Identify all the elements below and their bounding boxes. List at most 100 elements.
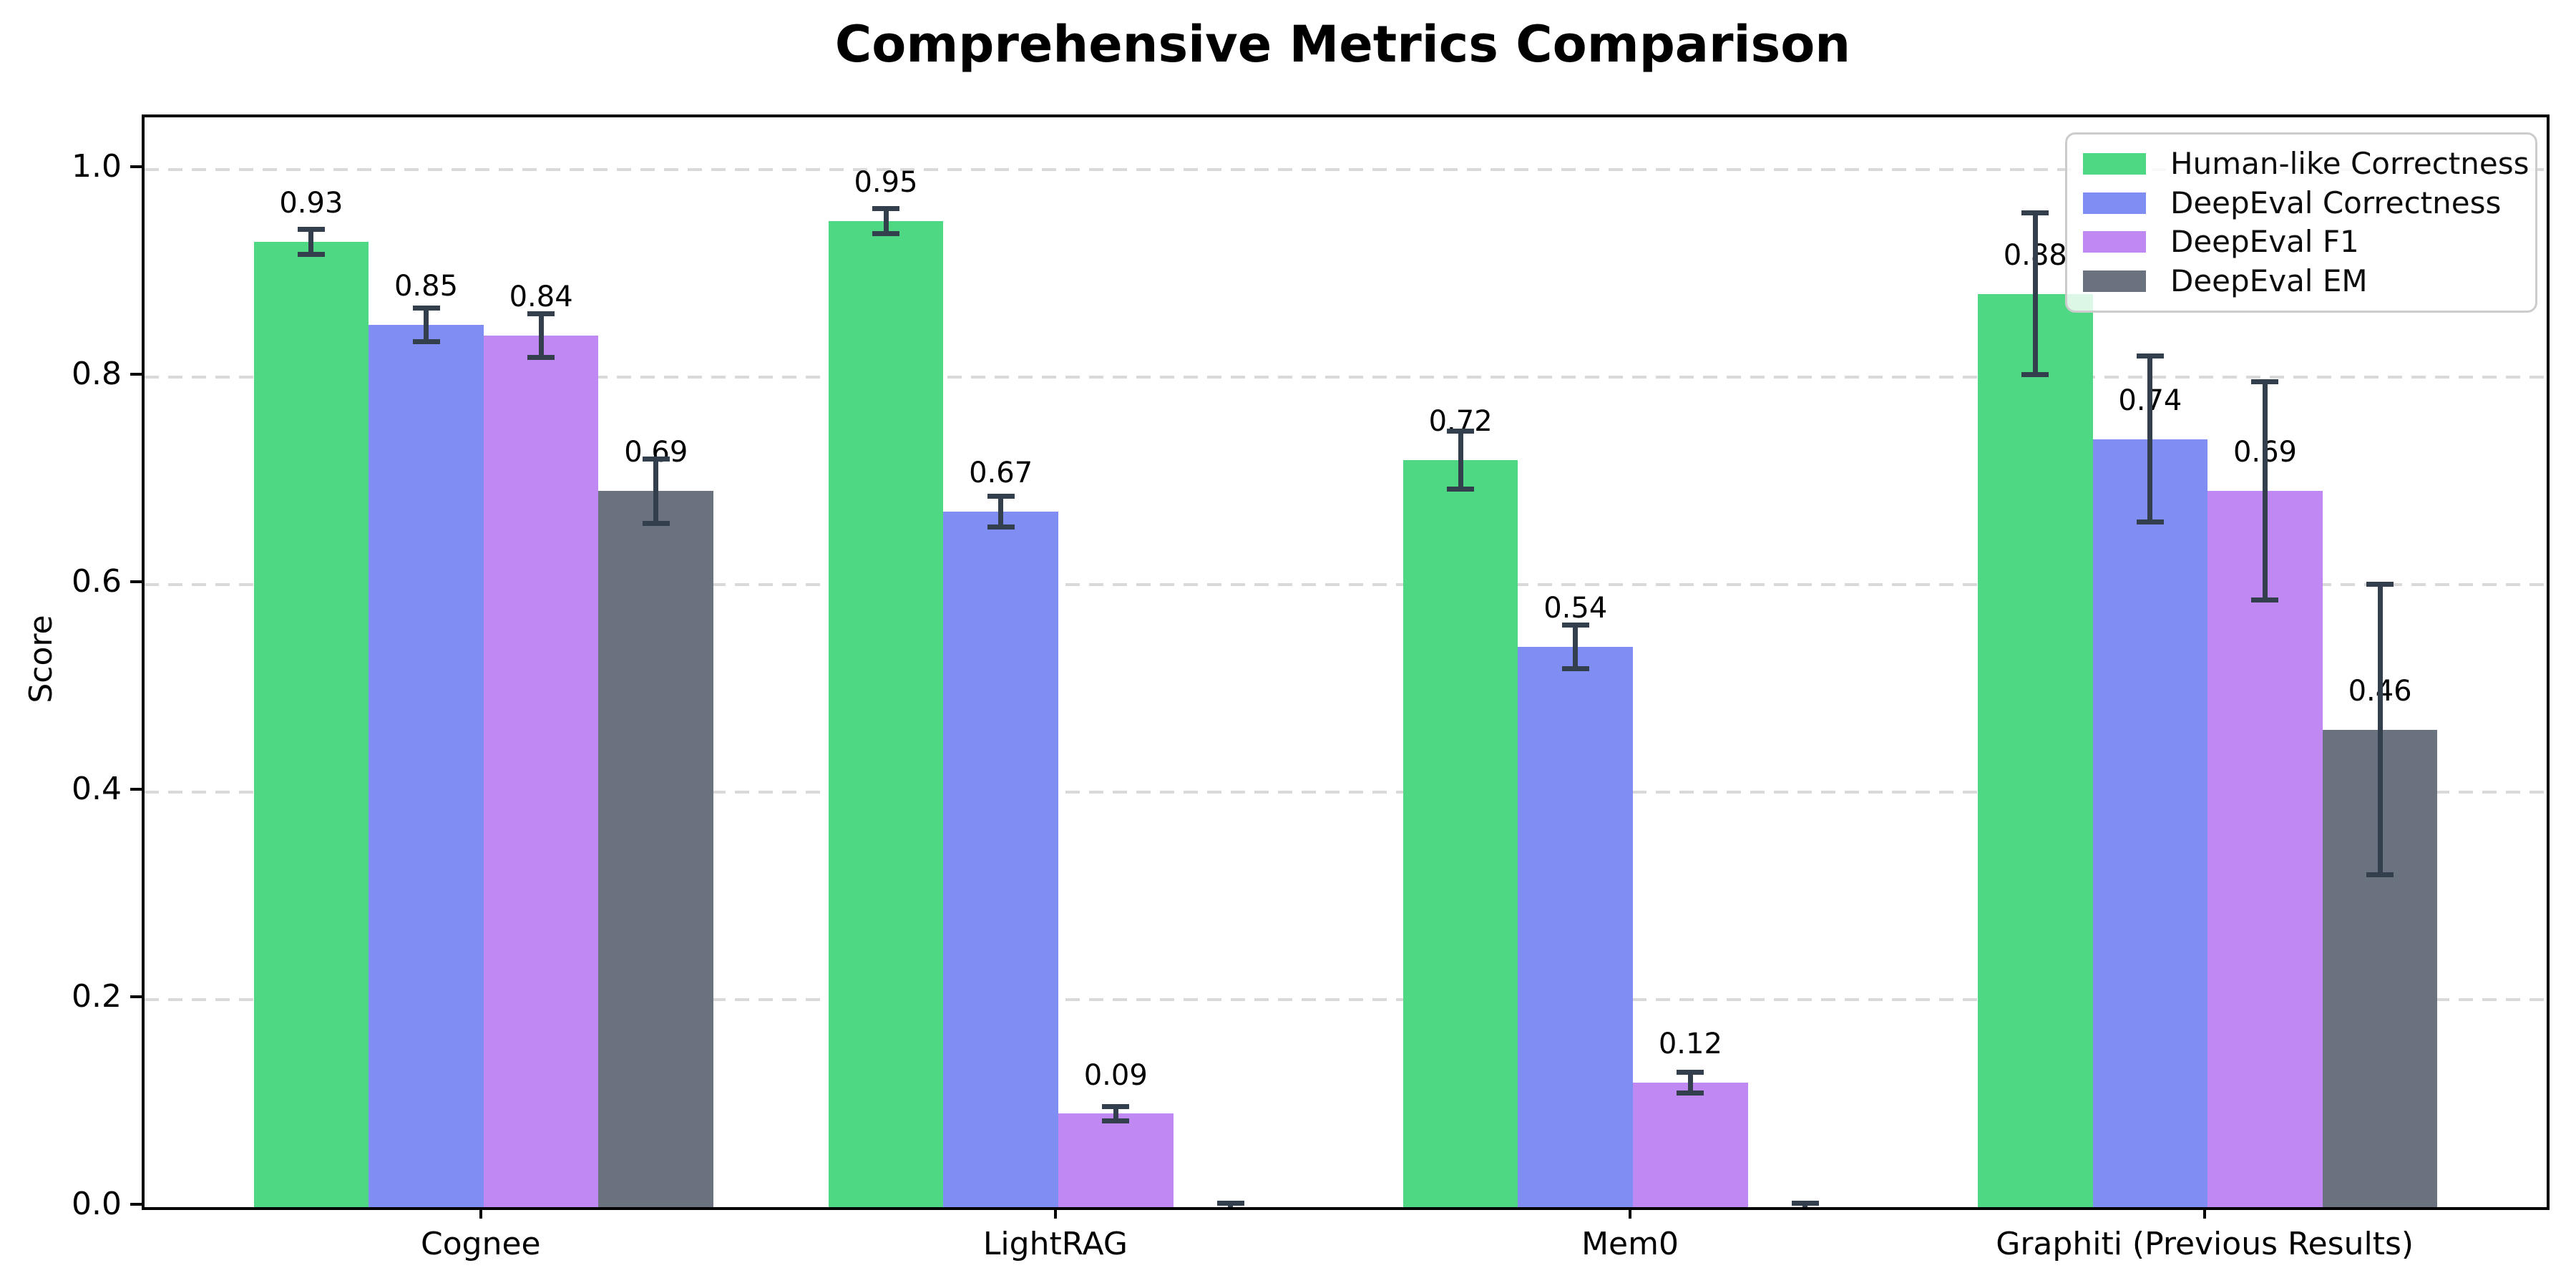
error-bar-cap-bottom — [1677, 1090, 1704, 1096]
error-bar-cap-bottom — [527, 354, 555, 360]
x-tick-label: Cognee — [421, 1226, 541, 1262]
gridline — [145, 582, 2547, 586]
bar — [1977, 293, 2093, 1207]
error-bar-cap-top — [1447, 428, 1475, 434]
y-tick-mark — [130, 995, 142, 998]
gridline — [145, 167, 2547, 171]
bar-value-label: 0.95 — [854, 166, 918, 200]
y-tick-label: 0.8 — [72, 355, 122, 392]
bar — [1058, 1113, 1174, 1207]
x-tick-label: Mem0 — [1581, 1226, 1679, 1262]
error-bar — [1687, 1072, 1693, 1093]
y-tick-mark — [130, 580, 142, 583]
legend-swatch — [2083, 192, 2146, 214]
error-bar-cap-bottom — [2251, 597, 2279, 602]
error-bar-cap-bottom — [297, 251, 325, 257]
error-bar-cap-bottom — [1102, 1118, 1130, 1124]
y-tick-label: 0.0 — [72, 1186, 122, 1222]
error-bar-cap-bottom — [1447, 486, 1475, 492]
error-bar-cap-bottom — [2136, 519, 2164, 525]
error-bar — [2262, 381, 2268, 600]
bar — [483, 335, 599, 1207]
error-bar-cap-bottom — [2366, 872, 2394, 878]
error-bar-cap-top — [527, 311, 555, 316]
bar-value-label: 0.85 — [394, 270, 459, 303]
bar-value-label: 0.12 — [1658, 1028, 1722, 1061]
legend-item: Human-like Correctness — [2083, 146, 2529, 182]
error-bar-cap-top — [412, 306, 440, 311]
error-bar-cap-top — [297, 227, 325, 233]
y-tick-mark — [130, 165, 142, 168]
bar — [1402, 459, 1518, 1207]
error-bar-cap-top — [2136, 353, 2164, 359]
legend-label: DeepEval EM — [2170, 263, 2368, 298]
bar-value-label: 0.54 — [1543, 591, 1608, 625]
error-bar-cap-top — [2366, 582, 2394, 587]
x-tick-label: Graphiti (Previous Results) — [1996, 1226, 2414, 1262]
error-bar — [538, 313, 544, 358]
y-tick-label: 0.2 — [72, 977, 122, 1015]
bar — [1518, 646, 1634, 1207]
legend-item: DeepEval Correctness — [2083, 185, 2519, 221]
bar — [598, 491, 714, 1207]
error-bar-cap-bottom — [872, 230, 899, 236]
legend-label: DeepEval F1 — [2170, 224, 2359, 260]
y-tick-mark — [130, 1203, 142, 1206]
error-bar — [2032, 213, 2038, 375]
error-bar-cap-bottom — [987, 525, 1015, 530]
error-bar — [2147, 356, 2153, 522]
x-tick-mark — [2203, 1207, 2207, 1219]
bar — [369, 325, 484, 1207]
legend-label: DeepEval Correctness — [2170, 185, 2502, 220]
error-bar — [653, 459, 659, 524]
x-tick-mark — [1053, 1207, 1057, 1219]
error-bar — [424, 308, 429, 342]
bar — [943, 512, 1058, 1207]
gridline — [145, 790, 2547, 794]
gridline — [145, 375, 2547, 379]
bar — [253, 242, 369, 1207]
bar-value-label: 0.93 — [279, 187, 343, 220]
bar — [2207, 491, 2323, 1207]
bar — [1633, 1082, 1748, 1207]
y-tick-label: 1.0 — [72, 147, 122, 185]
error-bar — [883, 208, 889, 234]
bar-value-label: 0.67 — [969, 457, 1033, 490]
x-tick-mark — [1629, 1207, 1632, 1219]
plot-inner: 0.930.950.720.880.850.670.540.740.840.09… — [145, 117, 2547, 1207]
x-tick-label: LightRAG — [982, 1226, 1128, 1262]
error-bar — [308, 229, 314, 255]
error-bar-cap-top — [1102, 1103, 1130, 1109]
y-axis-label: Score — [23, 615, 59, 703]
legend: Human-like Correctness DeepEval Correctne… — [2065, 132, 2537, 313]
legend-item: DeepEval EM — [2083, 263, 2519, 299]
bar-value-label: 0.09 — [1083, 1058, 1148, 1092]
y-tick-mark — [130, 372, 142, 376]
chart-title: Comprehensive Metrics Comparison — [834, 15, 1851, 74]
bar-value-label: 0.84 — [509, 280, 573, 313]
error-bar — [1458, 431, 1463, 489]
error-bar-cap-top — [1561, 622, 1589, 628]
error-bar-cap-top — [1677, 1069, 1704, 1075]
legend-item: DeepEval F1 — [2083, 224, 2519, 260]
error-bar — [1573, 625, 1579, 669]
error-bar-cap-top — [2251, 379, 2279, 385]
error-bar-cap-bottom — [1561, 665, 1589, 671]
gridline — [145, 997, 2547, 1001]
x-tick-mark — [479, 1207, 482, 1219]
error-bar — [1113, 1106, 1118, 1121]
bar — [2092, 439, 2208, 1207]
legend-swatch — [2083, 231, 2146, 253]
bar — [828, 221, 944, 1207]
error-bar — [2377, 584, 2383, 875]
error-bar-cap-top — [2021, 210, 2049, 215]
legend-label: Human-like Correctness — [2170, 146, 2529, 181]
y-tick-label: 0.4 — [72, 770, 122, 807]
error-bar-cap-top — [872, 206, 899, 212]
error-bar-cap-bottom — [642, 520, 670, 526]
legend-swatch — [2083, 270, 2146, 292]
error-bar-cap-top — [642, 456, 670, 462]
error-bar-cap-bottom — [412, 338, 440, 344]
legend-swatch — [2083, 153, 2146, 175]
